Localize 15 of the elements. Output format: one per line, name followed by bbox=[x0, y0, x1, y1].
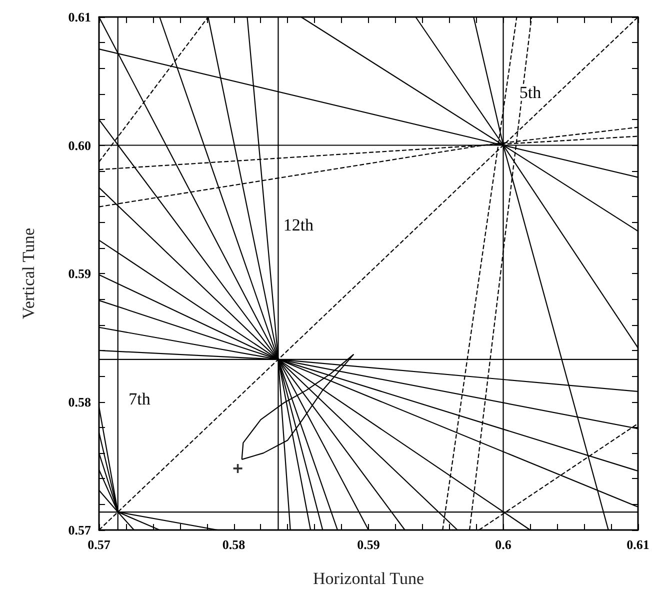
y-tick-label: 0.57 bbox=[68, 522, 92, 538]
y-tick-label: 0.60 bbox=[68, 138, 91, 153]
x-axis-title: Horizontal Tune bbox=[313, 569, 424, 588]
x-tick-label: 0.6 bbox=[495, 537, 512, 552]
x-tick-label: 0.61 bbox=[626, 537, 650, 552]
y-tick-label: 0.59 bbox=[68, 266, 92, 281]
y-axis-title: Vertical Tune bbox=[19, 228, 38, 320]
x-tick-label: 0.59 bbox=[357, 537, 380, 552]
x-tick-label: 0.58 bbox=[222, 537, 246, 552]
y-tick-label: 0.58 bbox=[68, 394, 92, 410]
y-tick-label: 0.61 bbox=[68, 10, 91, 24]
annotation: 7th bbox=[128, 390, 151, 409]
x-tick-label: 0.57 bbox=[88, 537, 111, 552]
annotation: 5th bbox=[519, 82, 542, 102]
annotation: 12th bbox=[283, 215, 314, 234]
